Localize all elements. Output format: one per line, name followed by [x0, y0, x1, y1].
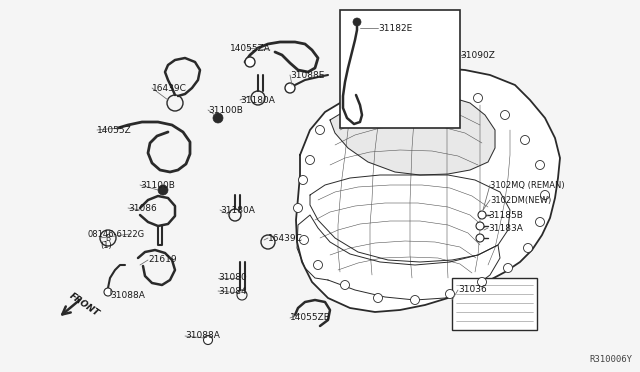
Text: 31080: 31080: [218, 273, 247, 282]
Text: 3102DM(NEW): 3102DM(NEW): [490, 196, 551, 205]
Text: 31088A: 31088A: [185, 331, 220, 340]
Circle shape: [104, 288, 112, 296]
Text: 14055Z: 14055Z: [97, 125, 132, 135]
Text: 16439C: 16439C: [268, 234, 303, 243]
Text: 31100B: 31100B: [140, 180, 175, 189]
Text: 31183A: 31183A: [488, 224, 523, 232]
Text: FRONT: FRONT: [68, 292, 101, 318]
Circle shape: [476, 234, 484, 242]
Text: 31185B: 31185B: [488, 211, 523, 219]
Circle shape: [500, 110, 509, 119]
Circle shape: [477, 278, 486, 286]
Text: B: B: [106, 234, 111, 243]
Text: 31100B: 31100B: [208, 106, 243, 115]
Text: 31088A: 31088A: [110, 291, 145, 299]
Circle shape: [353, 18, 361, 26]
Circle shape: [285, 83, 295, 93]
Text: 16439C: 16439C: [152, 83, 187, 93]
Text: 31086: 31086: [128, 203, 157, 212]
Text: 31180A: 31180A: [220, 205, 255, 215]
Circle shape: [314, 260, 323, 269]
Circle shape: [536, 218, 545, 227]
Circle shape: [476, 222, 484, 230]
Circle shape: [158, 185, 168, 195]
Bar: [452, 278, 537, 330]
Circle shape: [340, 280, 349, 289]
Text: 31090Z: 31090Z: [460, 51, 495, 60]
Circle shape: [524, 244, 532, 253]
Text: 21619: 21619: [148, 256, 177, 264]
Text: 31088E: 31088E: [290, 71, 324, 80]
Circle shape: [504, 263, 513, 273]
Circle shape: [410, 295, 419, 305]
Circle shape: [445, 289, 454, 298]
Bar: [340, 10, 460, 128]
Text: 31036: 31036: [458, 285, 487, 295]
Text: 08146-6122G: 08146-6122G: [88, 230, 145, 238]
Circle shape: [474, 93, 483, 103]
Circle shape: [245, 57, 255, 67]
Text: 31182E: 31182E: [378, 23, 412, 32]
Circle shape: [294, 203, 303, 212]
Polygon shape: [296, 68, 560, 312]
Circle shape: [316, 125, 324, 135]
Circle shape: [406, 86, 415, 94]
Circle shape: [305, 155, 314, 164]
Text: 14055ZB: 14055ZB: [290, 314, 331, 323]
Circle shape: [440, 86, 449, 94]
Text: 31084: 31084: [218, 286, 246, 295]
Text: R310006Y: R310006Y: [589, 355, 632, 364]
Circle shape: [204, 336, 212, 344]
Text: 3102MQ (REMAN): 3102MQ (REMAN): [490, 180, 564, 189]
Circle shape: [340, 103, 349, 112]
Circle shape: [541, 190, 550, 199]
Polygon shape: [330, 95, 495, 175]
Circle shape: [213, 113, 223, 123]
Circle shape: [298, 176, 307, 185]
Circle shape: [371, 92, 380, 100]
Circle shape: [520, 135, 529, 144]
Text: 14055ZA: 14055ZA: [230, 44, 271, 52]
Circle shape: [374, 294, 383, 302]
Circle shape: [478, 211, 486, 219]
Circle shape: [536, 160, 545, 170]
Text: 31180A: 31180A: [240, 96, 275, 105]
Circle shape: [300, 235, 308, 244]
Text: (1): (1): [100, 241, 112, 250]
